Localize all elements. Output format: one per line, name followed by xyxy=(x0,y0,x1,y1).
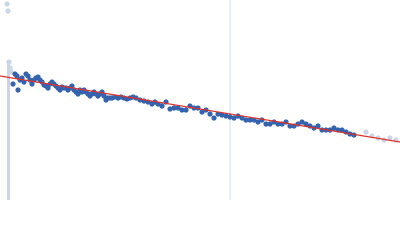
data-point xyxy=(315,123,321,129)
data-point xyxy=(5,8,11,14)
data-point xyxy=(207,111,213,117)
data-point xyxy=(179,107,185,113)
data-point xyxy=(6,59,12,65)
fit-line xyxy=(0,75,400,143)
data-point xyxy=(171,105,177,111)
data-point xyxy=(29,81,35,87)
data-point xyxy=(247,117,253,123)
data-point xyxy=(25,73,31,79)
data-point xyxy=(287,123,293,129)
data-point xyxy=(299,119,305,125)
chart xyxy=(0,0,400,200)
data-point xyxy=(255,119,261,125)
data-point xyxy=(8,69,14,75)
data-point xyxy=(219,112,225,118)
data-point xyxy=(75,91,81,97)
data-point xyxy=(167,106,173,112)
data-point xyxy=(101,93,107,99)
data-point xyxy=(331,125,337,131)
data-point xyxy=(339,127,345,133)
data-point xyxy=(211,115,217,121)
data-point xyxy=(263,121,269,127)
data-point xyxy=(275,121,281,127)
data-point xyxy=(159,103,165,109)
data-point xyxy=(4,1,10,7)
page: (() => { const data = JSON.parse(documen… xyxy=(0,0,400,200)
data-point xyxy=(45,85,51,91)
data-point xyxy=(223,113,229,119)
data-point xyxy=(227,114,233,120)
data-point xyxy=(243,117,249,123)
data-point xyxy=(303,121,309,127)
data-point xyxy=(15,87,21,93)
data-point xyxy=(231,115,237,121)
data-point xyxy=(175,105,181,111)
data-point xyxy=(14,73,20,79)
data-point xyxy=(7,65,13,71)
data-point xyxy=(10,81,16,87)
data-point xyxy=(199,109,205,115)
data-point xyxy=(183,107,189,113)
data-point xyxy=(267,121,273,127)
data-point xyxy=(387,135,393,141)
data-point xyxy=(363,129,369,135)
